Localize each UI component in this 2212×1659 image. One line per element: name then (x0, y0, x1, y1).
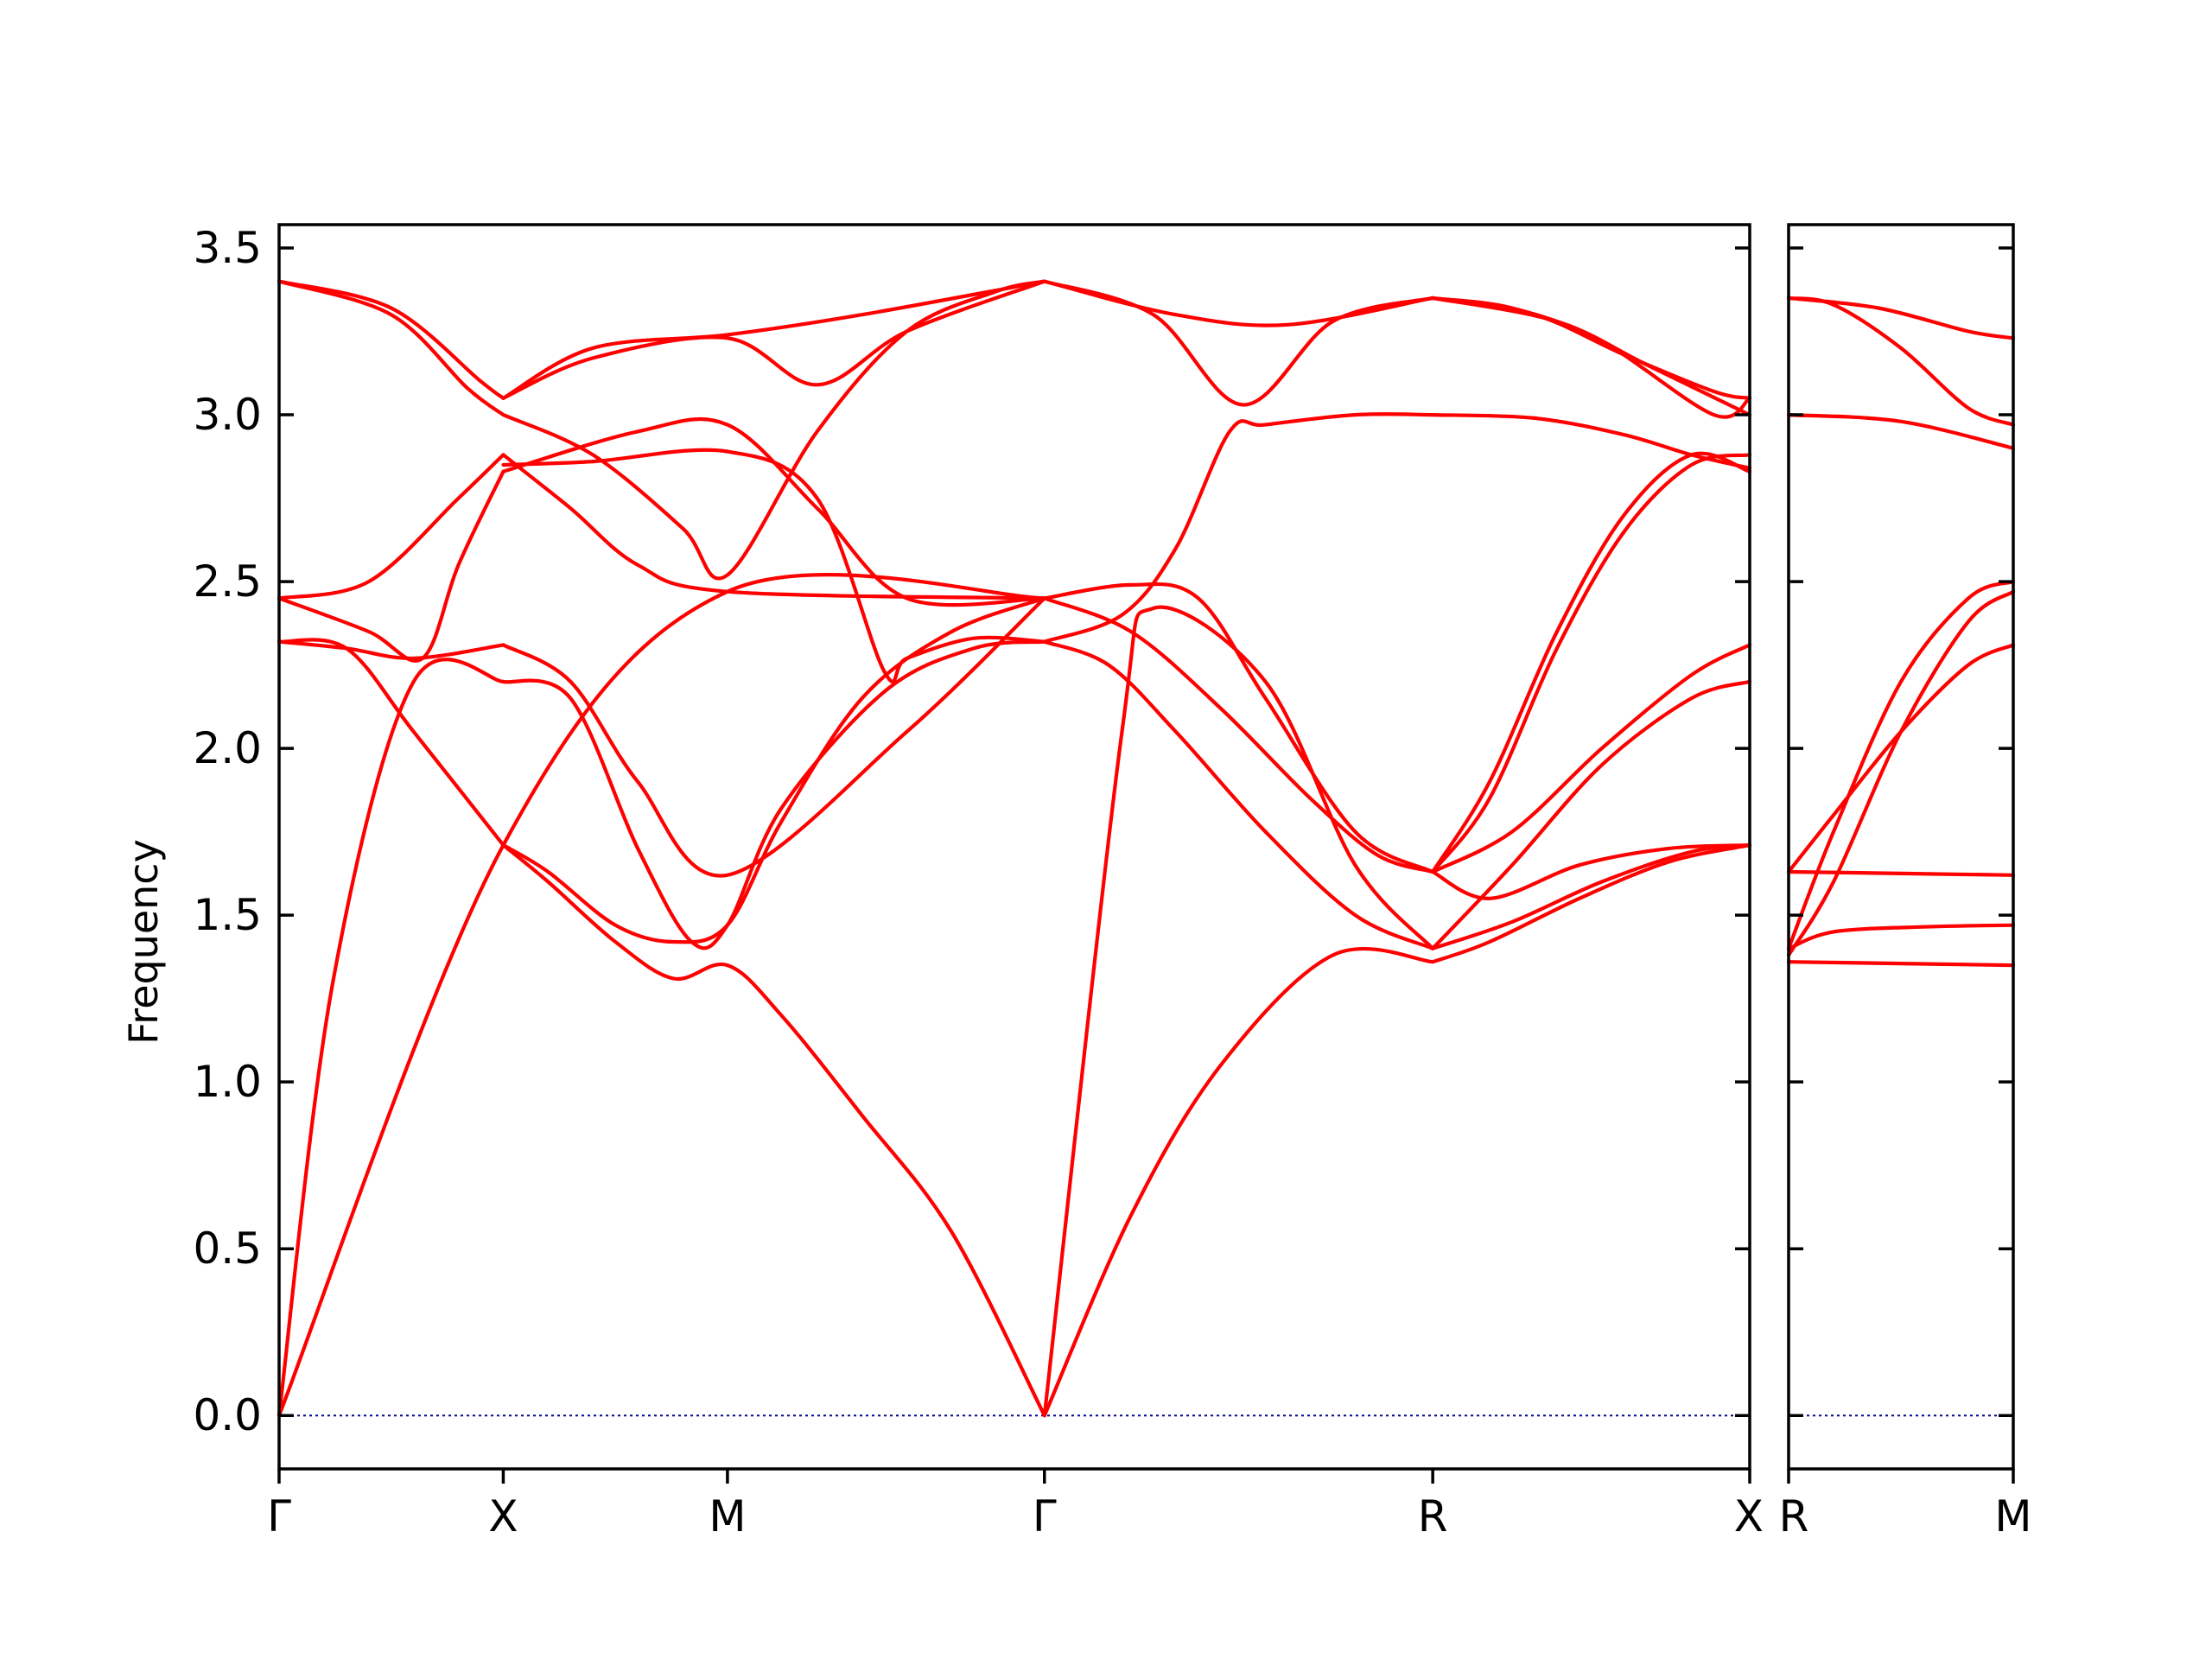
x-tick-label: M (709, 1491, 746, 1541)
phonon-band-line (1042, 605, 1435, 1418)
x-tick-label: Γ (267, 1491, 291, 1541)
phonon-band-line (501, 843, 1046, 1418)
phonon-band-line (1786, 580, 2016, 950)
phonon-band-line (501, 279, 1046, 400)
y-tick-label: 0.0 (193, 1390, 262, 1440)
x-tick-label: X (1734, 1491, 1764, 1541)
phonon-band-line (276, 279, 505, 417)
phonon-band-line (1431, 843, 1752, 900)
y-tick-label: 2.0 (193, 723, 262, 773)
y-tick-label: 1.5 (193, 890, 262, 940)
phonon-band-line (1786, 296, 2016, 340)
phonon-band-line (1042, 279, 1435, 327)
phonon-band-line (1431, 451, 1752, 874)
phonon-band-line (1431, 413, 1752, 470)
phonon-band-line (1042, 639, 1435, 950)
phonon-band-line (1042, 582, 1435, 874)
phonon-band-line (501, 279, 1046, 400)
phonon-band-line (276, 638, 505, 848)
phonon-band-line (1042, 946, 1435, 1418)
phonon-band-line (1431, 679, 1752, 950)
y-tick-label: 0.5 (193, 1224, 262, 1274)
y-axis-label: Frequency (120, 839, 167, 1045)
phonon-band-line (1786, 413, 2016, 450)
phonon-band-line (1042, 596, 1435, 874)
phonon-band-line (1431, 843, 1752, 964)
phonon-band-line (1786, 960, 2016, 968)
plot-frame (277, 223, 1751, 1471)
phonon-band-line (276, 639, 505, 661)
x-tick-label: X (488, 1491, 518, 1541)
phonon-band-line (501, 417, 1046, 607)
phonon-band-line (1431, 643, 1752, 874)
phonon-band-line (276, 453, 505, 601)
plot-frame (1787, 223, 2015, 1471)
x-tick-label: R (1779, 1491, 1809, 1541)
phonon-band-line (1786, 589, 2016, 957)
phonon-band-line (1431, 296, 1752, 419)
x-tick-label: M (1994, 1491, 2031, 1541)
panel-main: 0.0 0.5 1.0 1.5 2.0 2.5 3.0 3.5 Γ X M Γ R X (193, 223, 1764, 1541)
phonon-band-line (276, 279, 505, 400)
phonon-band-line (1042, 279, 1435, 407)
phonon-band-line (1042, 412, 1435, 644)
phonon-band-line (501, 448, 1046, 683)
phonon-band-line (501, 596, 1046, 944)
phonon-band-line (1786, 869, 2016, 877)
phonon-band-line (1431, 296, 1752, 417)
phonon-band-line (501, 596, 1046, 878)
x-tick-label: R (1418, 1491, 1448, 1541)
phonon-band-line (276, 469, 505, 663)
y-tick-label: 2.5 (193, 556, 262, 607)
phonon-band-line (276, 658, 505, 1418)
phonon-band-line (1786, 296, 2016, 427)
phonon-band-line (501, 279, 1046, 581)
phonon-band-line (1786, 923, 2016, 950)
y-tick-label: 1.0 (193, 1057, 262, 1107)
phonon-band-line (1431, 843, 1752, 950)
phonon-band-line (1431, 453, 1752, 874)
y-tick-label: 3.5 (193, 223, 262, 273)
y-tick-label: 3.0 (193, 390, 262, 440)
phonon-band-line (501, 453, 1046, 601)
x-tick-label: Γ (1033, 1491, 1057, 1541)
phonon-band-line (276, 573, 1046, 1418)
phonon-band-line (1431, 296, 1752, 400)
